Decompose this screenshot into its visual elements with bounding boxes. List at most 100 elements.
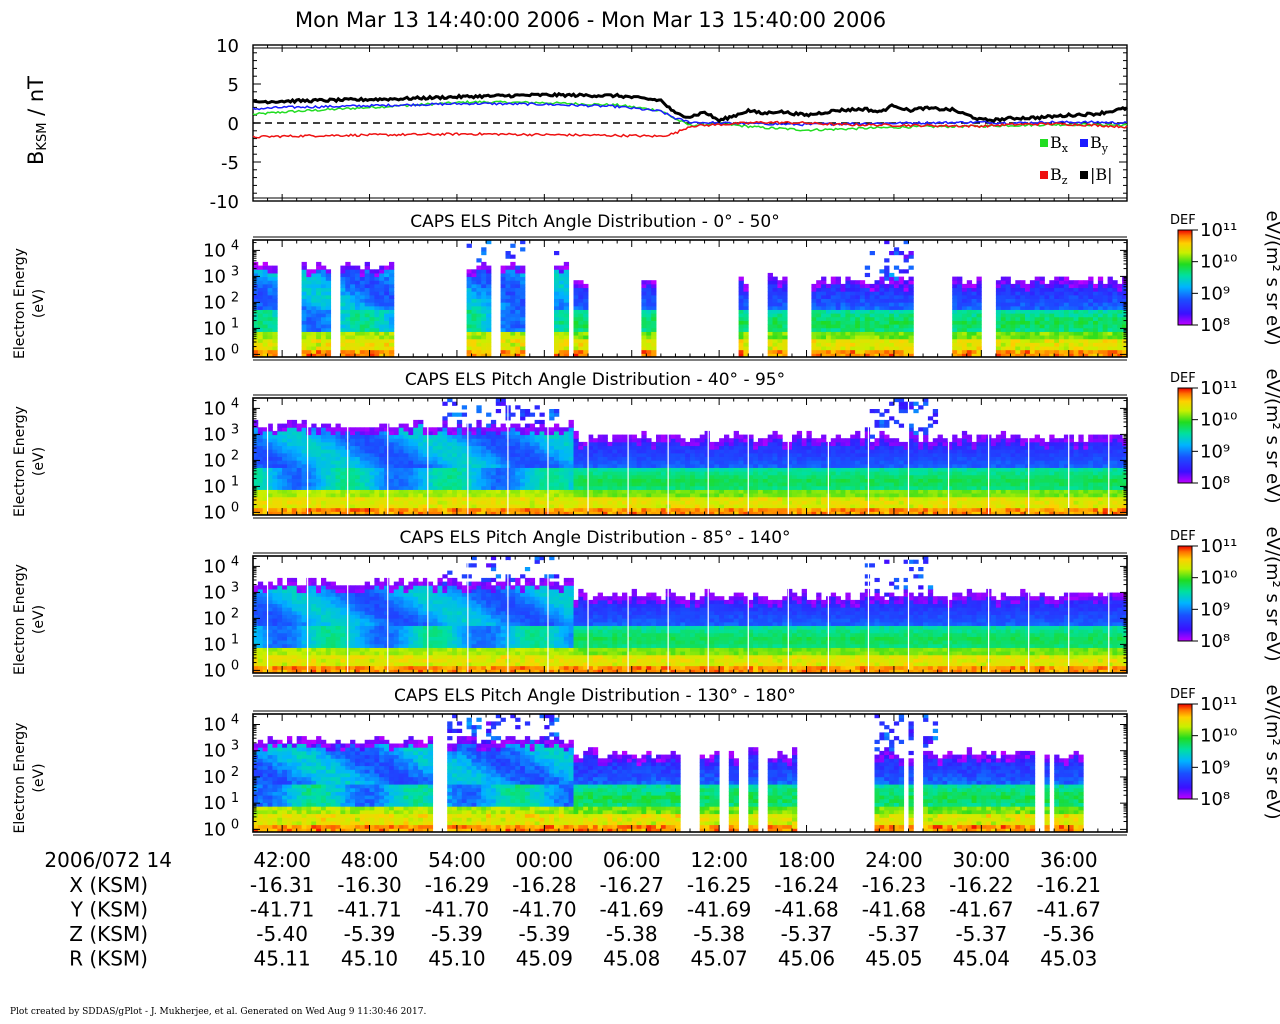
spectrogram-cell [1015, 316, 1021, 321]
spectrogram-cell [578, 298, 584, 303]
spectrogram-cell [641, 500, 647, 505]
spectrogram-cell [442, 474, 448, 479]
spectrogram-cell [830, 287, 837, 292]
spectrogram-cell [510, 302, 516, 307]
spectrogram-cell [340, 496, 346, 501]
spectrogram-cell [364, 331, 370, 336]
spectrogram-cell [1000, 331, 1007, 336]
spectrogram-cell [641, 294, 647, 299]
spectrogram-cell [884, 305, 890, 310]
spectrogram-cell [500, 349, 506, 354]
spectrogram-cell [646, 335, 652, 340]
spectrogram-cell [461, 441, 468, 447]
spectrogram-cell [301, 302, 307, 307]
spectrogram-cell [597, 471, 603, 476]
spectrogram-cell [408, 504, 414, 509]
spectrogram-cell [257, 338, 264, 343]
spectrogram-cell [432, 452, 438, 457]
spectrogram-cell [510, 294, 516, 299]
spectrogram-cell [427, 511, 434, 516]
spectrogram-cell [699, 441, 705, 447]
spectrogram-cell [267, 294, 273, 299]
spectrogram-cell [345, 316, 351, 321]
spectrogram-cell [694, 449, 701, 454]
spectrogram-cell [515, 294, 521, 299]
spectrogram-cell [500, 269, 506, 274]
spectrogram-cell [558, 324, 565, 329]
spectrogram-cell [845, 331, 851, 336]
spectrogram-cell [908, 331, 914, 336]
spectrogram-cell [476, 346, 482, 351]
spectrogram-cell [558, 335, 565, 340]
spectrogram-cell [646, 305, 652, 310]
spectrogram-cell [685, 478, 691, 483]
spectrogram-cell [505, 298, 511, 303]
spectrogram-cell [355, 500, 361, 505]
spectrogram-cell [374, 485, 380, 490]
spectrogram-cell [1117, 287, 1123, 292]
spectrogram-cell [335, 456, 341, 461]
spectrogram-cell [651, 349, 657, 354]
spectrogram-cell [694, 504, 701, 509]
spectrogram-cell [486, 338, 492, 343]
spectrogram-cell [452, 460, 458, 465]
spectrogram-cell [626, 467, 633, 472]
spectrogram-cell [1112, 353, 1118, 358]
spectrogram-cell [544, 500, 550, 505]
spectrogram-cell [743, 327, 749, 332]
spectrogram-cell [389, 349, 395, 354]
spectrogram-cell [481, 441, 487, 447]
spectrogram-cell [355, 445, 361, 450]
spectrogram-cell [660, 504, 667, 509]
spectrogram-cell [257, 463, 264, 468]
spectrogram-cell [369, 327, 375, 332]
spectrogram-cell [1083, 316, 1089, 321]
spectrogram-cell [408, 460, 414, 465]
spectrogram-cell [350, 298, 356, 303]
spectrogram-cell [1063, 313, 1070, 318]
spectrogram-cell [1068, 331, 1074, 336]
spectrogram-cell [772, 294, 778, 299]
spectrogram-cell [855, 280, 861, 285]
spectrogram-cell [291, 419, 298, 425]
spectrogram-cell [471, 493, 477, 498]
spectrogram-cell [325, 438, 332, 443]
spectrogram-cell [646, 449, 652, 454]
spectrogram-cell [447, 412, 453, 417]
spectrogram-cell [1049, 324, 1055, 329]
spectrogram-cell [680, 471, 686, 476]
spectrogram-cell [874, 349, 880, 354]
spectrogram-cell [403, 434, 409, 439]
spectrogram-cell [481, 463, 487, 468]
spectrogram-cell [495, 449, 502, 454]
spectrogram-cell [554, 287, 560, 292]
spectrogram-cell [471, 507, 477, 512]
spectrogram-cell [432, 474, 438, 479]
spectrogram-cell [476, 478, 482, 483]
spectrogram-cell [340, 434, 346, 439]
spectrogram-cell [578, 327, 584, 332]
spectrogram-cell [889, 276, 895, 281]
spectrogram-cell [291, 493, 298, 498]
spectrogram-cell [558, 449, 565, 454]
spectrogram-cell [1122, 302, 1128, 307]
spectrogram-cell [1034, 327, 1040, 332]
spectrogram-cell [680, 482, 686, 487]
spectrogram-cell [486, 353, 492, 358]
spectrogram-cell [879, 302, 885, 307]
spectrogram-cell [1015, 280, 1021, 285]
spectrogram-cell [272, 456, 278, 461]
spectrogram-cell [995, 349, 1002, 354]
spectrogram-cell [447, 474, 453, 479]
spectrogram-cell [311, 500, 317, 505]
spectrogram-cell [490, 434, 497, 439]
spectrogram-cell [355, 471, 361, 476]
spectrogram-cell [257, 283, 264, 289]
spectrogram-cell [316, 456, 322, 461]
spectrogram-cell [1078, 283, 1084, 289]
spectrogram-cell [641, 496, 647, 501]
spectrogram-cell [1117, 309, 1123, 314]
spectrogram-cell [510, 504, 516, 509]
spectrogram-cell [1010, 353, 1016, 358]
spectrogram-cell [1122, 294, 1128, 299]
